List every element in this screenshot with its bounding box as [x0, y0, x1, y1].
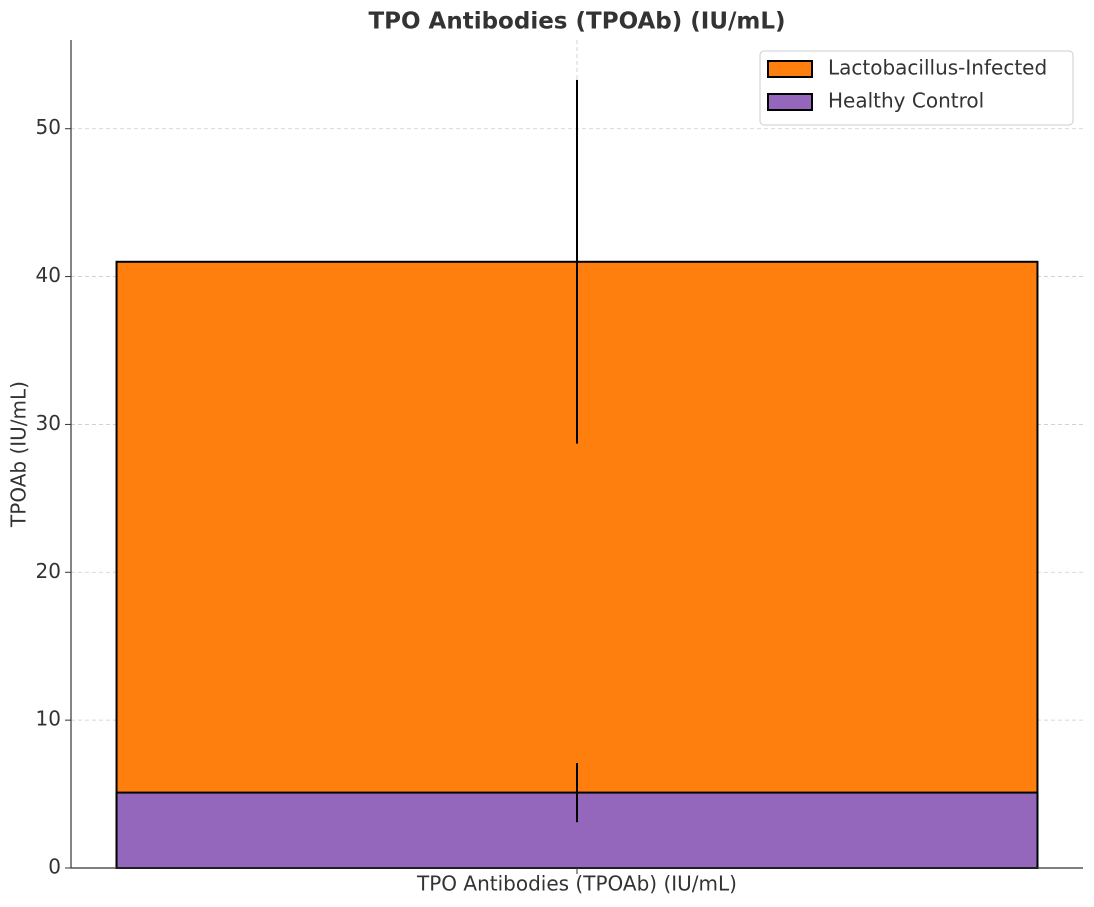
legend-label: Lactobacillus-Infected — [828, 56, 1047, 80]
legend-label: Healthy Control — [828, 89, 984, 113]
chart-title: TPO Antibodies (TPOAb) (IU/mL) — [368, 9, 785, 35]
y-tick-label: 10 — [36, 707, 61, 731]
legend-box — [759, 50, 1074, 126]
y-tick-label: 40 — [36, 263, 61, 287]
legend-swatch — [767, 60, 813, 78]
legend-swatch — [767, 93, 813, 111]
y-tick-label: 30 — [36, 411, 61, 435]
legend: Lactobacillus-Infected Healthy Control — [759, 50, 1074, 126]
y-tick-label: 50 — [36, 115, 61, 139]
y-axis-label: TPOAb (IU/mL) — [7, 381, 31, 528]
y-tick-label: 0 — [48, 855, 61, 879]
y-tick-label: 20 — [36, 559, 61, 583]
x-tick-label: TPO Antibodies (TPOAb) (IU/mL) — [416, 872, 737, 896]
